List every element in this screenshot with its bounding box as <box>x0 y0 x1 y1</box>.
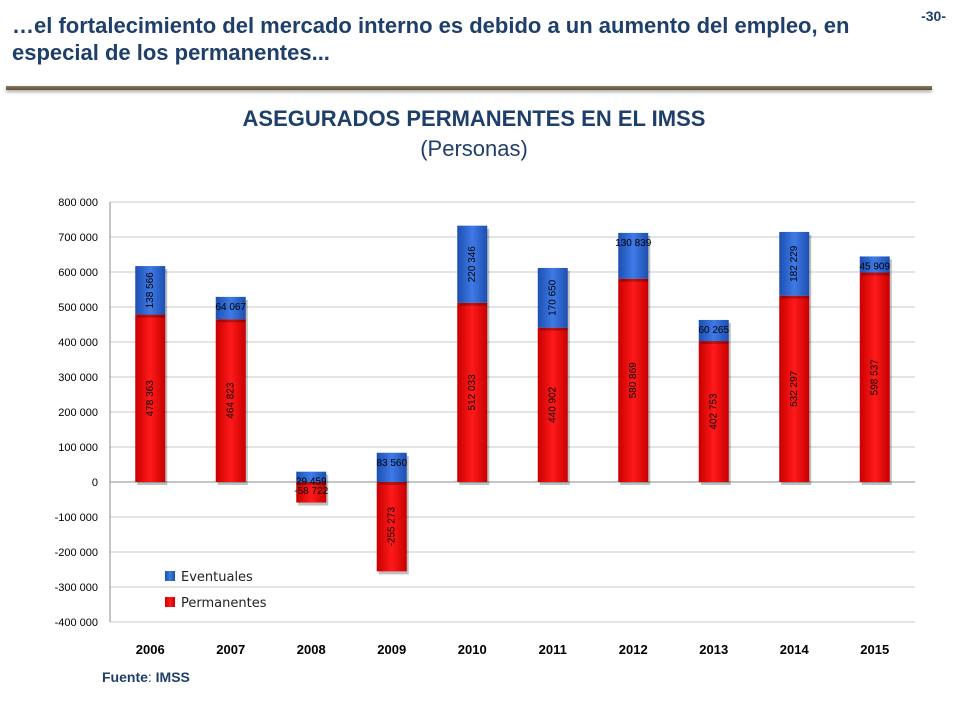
bar-eventuales-2012 <box>618 232 649 279</box>
data-label-permanentes: -255 273 <box>387 506 398 546</box>
bar-eventuales-2014 <box>779 231 810 296</box>
bar-permanentes-2010 <box>457 302 488 482</box>
y-tick-label: 300 000 <box>58 372 98 384</box>
header-divider <box>6 86 932 90</box>
x-tick-label: 2006 <box>136 642 165 657</box>
x-tick-label: 2009 <box>377 642 406 657</box>
bar-permanentes-2007 <box>215 319 246 482</box>
x-tick-label: 2015 <box>860 642 889 657</box>
y-tick-label: 200 000 <box>58 407 98 419</box>
y-tick-label: 500 000 <box>58 302 98 314</box>
bar-eventuales-2015 <box>859 256 890 273</box>
y-tick-label: -200 000 <box>55 547 98 559</box>
legend-swatch-permanentes <box>165 597 175 607</box>
data-label-eventuales: 130 839 <box>615 238 652 249</box>
legend-label-eventuales: Eventuales <box>181 570 253 585</box>
y-tick-label: -400 000 <box>55 617 98 629</box>
bar-eventuales-2013 <box>698 319 729 342</box>
chart-subtitle: (Personas) <box>420 136 528 161</box>
y-tick-label: -100 000 <box>55 512 98 524</box>
data-label-eventuales: 60 265 <box>698 325 729 336</box>
bar-permanentes-2006 <box>135 314 166 482</box>
legend-swatch-eventuales <box>165 571 175 581</box>
data-label-permanentes: 512 033 <box>467 374 478 411</box>
x-tick-label: 2008 <box>297 642 326 657</box>
bar-permanentes-2013 <box>698 341 729 482</box>
bar-permanentes-2008 <box>296 482 327 503</box>
bar-permanentes-2012 <box>618 278 649 482</box>
bar-permanentes-2015 <box>859 272 890 482</box>
x-tick-label: 2013 <box>699 642 728 657</box>
y-tick-label: 600 000 <box>58 267 98 279</box>
data-label-permanentes: 440 902 <box>548 386 559 423</box>
data-label-permanentes: 464 823 <box>226 382 237 419</box>
source-value: IMSS <box>155 669 190 685</box>
y-tick-label: 0 <box>92 477 98 489</box>
bar-eventuales-2009 <box>376 452 407 482</box>
bar-eventuales-2010 <box>457 225 488 303</box>
legend-label-permanentes: Permanentes <box>181 596 267 611</box>
chart-title: ASEGURADOS PERMANENTES EN EL IMSS <box>242 106 706 131</box>
bar-permanentes-2011 <box>537 327 568 482</box>
x-tick-label: 2012 <box>619 642 648 657</box>
data-label-eventuales: 83 560 <box>376 458 407 469</box>
bars <box>135 225 892 575</box>
data-label-eventuales: 29 459 <box>296 477 327 488</box>
data-label-eventuales: 182 229 <box>789 245 800 282</box>
slide-headline: …el fortalecimiento del mercado interno … <box>12 13 850 65</box>
y-tick-label: 100 000 <box>58 442 98 454</box>
data-label-permanentes: 580 869 <box>628 362 639 399</box>
bar-eventuales-2008 <box>296 471 327 482</box>
y-tick-label: 800 000 <box>58 197 98 209</box>
data-labels: 138 566 478 363 64 067 464 823 29 459-58 722… <box>145 238 890 547</box>
data-label-eventuales: 220 346 <box>467 246 478 283</box>
data-label-eventuales: 170 650 <box>548 279 559 316</box>
x-tick-label: 2007 <box>216 642 245 657</box>
x-tick-label: 2010 <box>458 642 487 657</box>
data-label-permanentes: 598 537 <box>870 359 881 396</box>
bar-eventuales-2007 <box>215 296 246 320</box>
data-label-permanentes: 478 363 <box>145 380 156 417</box>
x-tick-label: 2014 <box>780 642 810 657</box>
source-label: Fuente <box>102 669 148 685</box>
data-label-eventuales: 45 909 <box>859 261 890 272</box>
y-tick-label: 700 000 <box>58 232 98 244</box>
source-note: Fuente: IMSS <box>102 669 190 685</box>
data-label-permanentes: -58 722 <box>294 486 328 497</box>
data-label-eventuales: 64 067 <box>215 302 246 313</box>
data-label-permanentes: 402 753 <box>709 393 720 430</box>
bar-eventuales-2006 <box>135 266 166 315</box>
bar-permanentes-2009 <box>376 482 407 572</box>
data-label-permanentes: 532 297 <box>789 370 800 407</box>
bar-permanentes-2014 <box>779 295 810 482</box>
y-tick-label: 400 000 <box>58 337 98 349</box>
y-tick-label: -300 000 <box>55 582 98 594</box>
bar-eventuales-2011 <box>537 267 568 328</box>
legend: Eventuales Permanentes <box>165 570 267 611</box>
axes: 800 000 700 000 600 000 500 000 400 000 300 0… <box>55 197 890 657</box>
data-label-eventuales: 138 566 <box>145 272 156 309</box>
page-number: -30- <box>921 8 946 24</box>
x-tick-label: 2011 <box>539 642 567 657</box>
